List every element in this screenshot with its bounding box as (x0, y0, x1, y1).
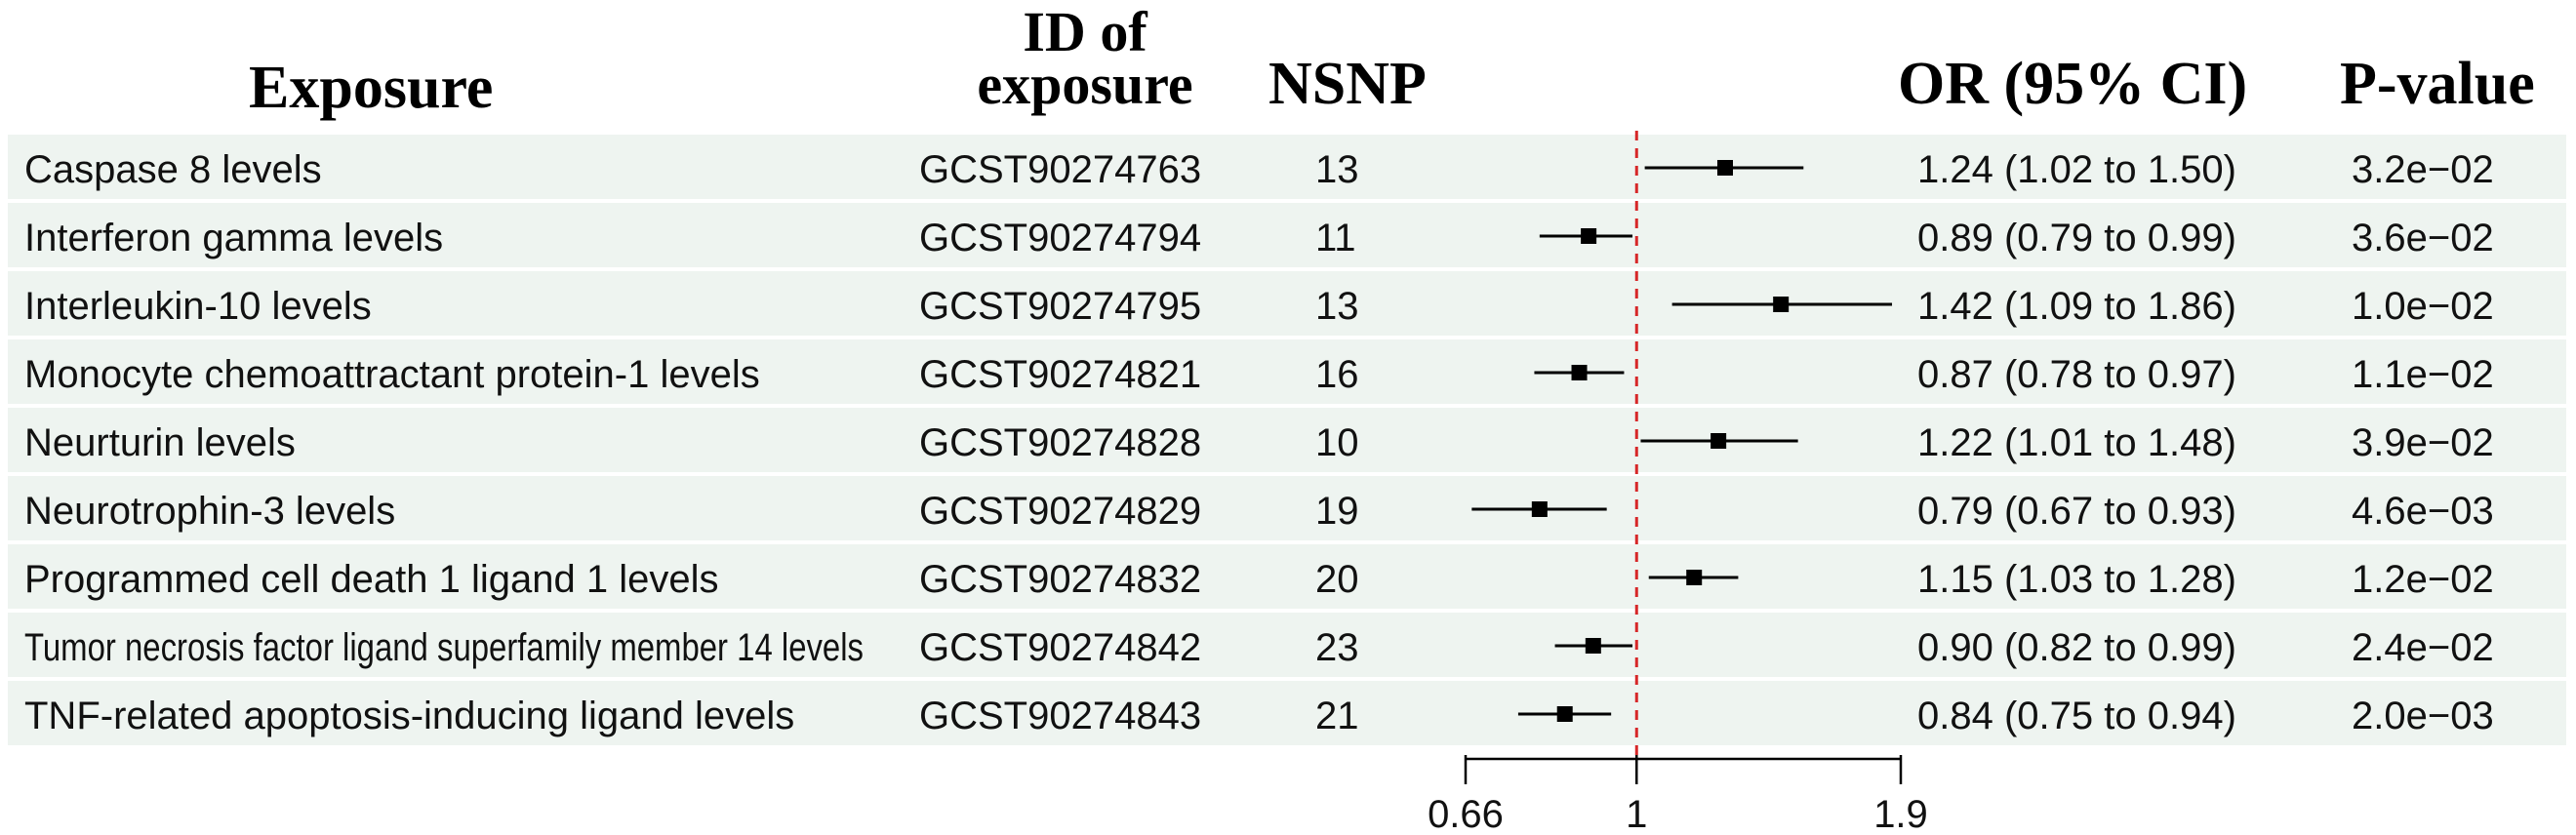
exposure-label: TNF-related apoptosis-inducing ligand le… (24, 695, 794, 737)
exposure-label: Tumor necrosis factor ligand superfamily… (24, 626, 864, 669)
point-estimate (1711, 433, 1727, 449)
exposure-id: GCST90274843 (919, 695, 1201, 737)
exposure-id: GCST90274763 (919, 148, 1201, 191)
row-band (8, 613, 2566, 677)
exposure-label: Neurotrophin-3 levels (24, 490, 395, 533)
p-value-text: 3.6e−02 (2352, 217, 2494, 259)
p-value-text: 1.2e−02 (2352, 558, 2494, 601)
or-ci-text: 1.22 (1.01 to 1.48) (1917, 421, 2236, 464)
row-band (8, 135, 2566, 199)
nsnp-value: 13 (1315, 148, 1359, 191)
row-band (8, 271, 2566, 336)
nsnp-value: 10 (1315, 421, 1359, 464)
row-band (8, 544, 2566, 609)
p-value-text: 3.9e−02 (2352, 421, 2494, 464)
or-ci-text: 0.87 (0.78 to 0.97) (1917, 353, 2236, 396)
point-estimate (1571, 365, 1588, 380)
or-ci-text: 0.79 (0.67 to 0.93) (1917, 490, 2236, 533)
header-or-ci: OR (95% CI) (1898, 51, 2247, 117)
nsnp-value: 16 (1315, 353, 1359, 396)
exposure-label: Interleukin-10 levels (24, 285, 372, 328)
p-value-text: 2.0e−03 (2352, 695, 2494, 737)
or-ci-text: 0.89 (0.79 to 0.99) (1917, 217, 2236, 259)
nsnp-value: 21 (1315, 695, 1359, 737)
exposure-id: GCST90274828 (919, 421, 1201, 464)
p-value-text: 2.4e−02 (2352, 626, 2494, 669)
point-estimate (1686, 570, 1703, 585)
exposure-id: GCST90274821 (919, 353, 1201, 396)
exposure-id: GCST90274829 (919, 490, 1201, 533)
point-estimate (1531, 501, 1548, 517)
or-ci-text: 0.84 (0.75 to 0.94) (1917, 695, 2236, 737)
p-value-text: 3.2e−02 (2352, 148, 2494, 191)
point-estimate (1773, 297, 1790, 312)
row-band (8, 203, 2566, 267)
exposure-label: Monocyte chemoattractant protein-1 level… (24, 353, 760, 396)
header-nsnp: NSNP (1268, 51, 1427, 117)
exposure-label: Caspase 8 levels (24, 148, 322, 191)
row-bands (8, 135, 2566, 745)
or-ci-text: 1.24 (1.02 to 1.50) (1917, 148, 2236, 191)
p-value-text: 1.0e−02 (2352, 285, 2494, 328)
nsnp-value: 23 (1315, 626, 1359, 669)
nsnp-value: 19 (1315, 490, 1359, 533)
exposure-label: Interferon gamma levels (24, 217, 443, 259)
or-ci-text: 1.15 (1.03 to 1.28) (1917, 558, 2236, 601)
exposure-id: GCST90274832 (919, 558, 1201, 601)
or-ci-text: 1.42 (1.09 to 1.86) (1917, 285, 2236, 328)
point-estimate (1716, 160, 1733, 176)
header-id-line1: ID of (1023, 0, 1147, 63)
row-band (8, 408, 2566, 472)
x-axis: 0.66 1 1.9 (1428, 755, 1928, 835)
row-band (8, 476, 2566, 540)
x-tick-label: 1 (1626, 793, 1647, 835)
x-tick-label: 1.9 (1873, 793, 1928, 835)
estimate-marks (1471, 160, 1893, 722)
p-value-text: 1.1e−02 (2352, 353, 2494, 396)
data-rows: Caspase 8 levels GCST90274763 13 1.24 (1.02… (24, 148, 2494, 737)
nsnp-value: 20 (1315, 558, 1359, 601)
exposure-label: Programmed cell death 1 ligand 1 levels (24, 558, 719, 601)
exposure-id: GCST90274795 (919, 285, 1201, 328)
exposure-id: GCST90274842 (919, 626, 1201, 669)
exposure-label: Neurturin levels (24, 421, 296, 464)
header-p-value: P-value (2340, 51, 2535, 117)
point-estimate (1581, 228, 1597, 244)
x-tick-label: 0.66 (1428, 793, 1504, 835)
nsnp-value: 11 (1315, 217, 1356, 259)
point-estimate (1556, 706, 1573, 722)
or-ci-text: 0.90 (0.82 to 0.99) (1917, 626, 2236, 669)
header-exposure: Exposure (249, 55, 493, 121)
exposure-id: GCST90274794 (919, 217, 1201, 259)
point-estimate (1585, 638, 1601, 654)
row-band (8, 339, 2566, 404)
header-id-line2: exposure (977, 53, 1192, 116)
p-value-text: 4.6e−03 (2352, 490, 2494, 533)
row-band (8, 681, 2566, 745)
nsnp-value: 13 (1315, 285, 1359, 328)
